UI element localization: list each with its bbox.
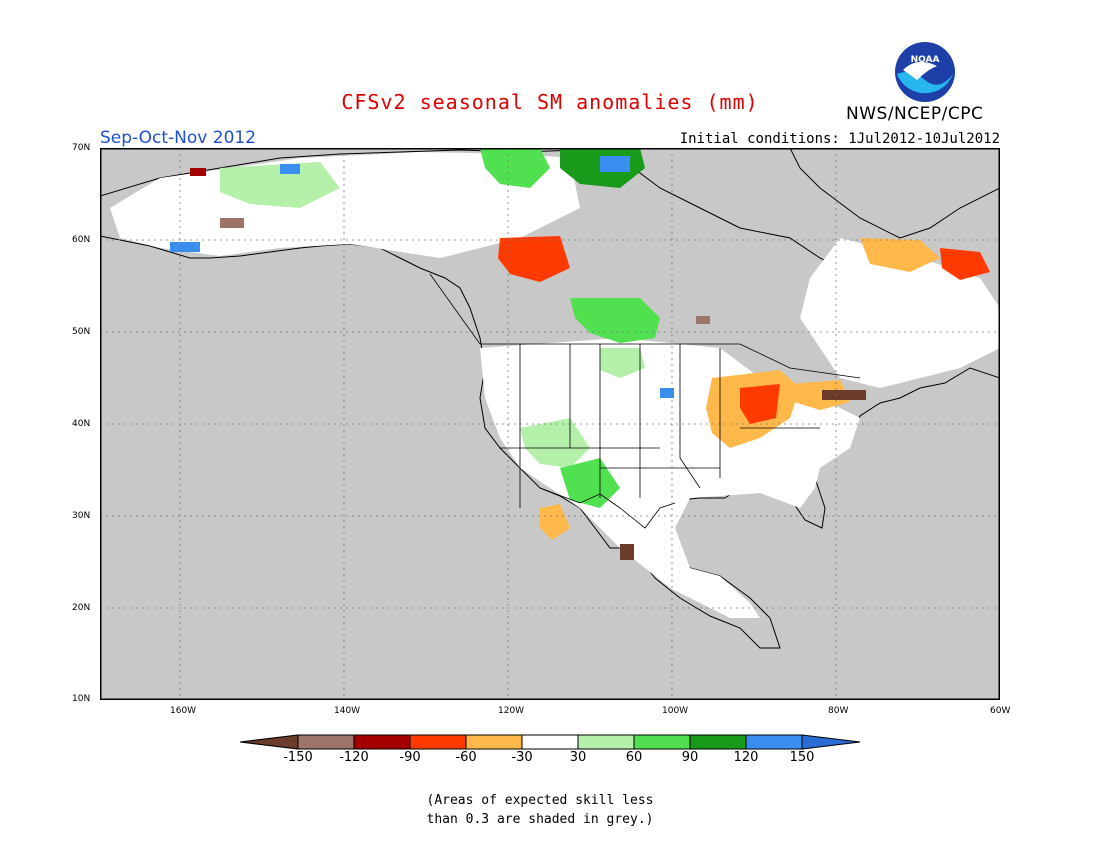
- lon-label-120w: 120W: [498, 706, 525, 716]
- color-scale-ticks: -150 -120 -90 -60 -30 30 60 90 120 150: [0, 750, 1100, 768]
- color-scale-cell: [689, 734, 747, 750]
- lat-label-70n: 70N: [72, 143, 91, 153]
- color-scale-tick-label: -90: [399, 750, 421, 765]
- color-scale-cell: [409, 734, 467, 750]
- map-title: CFSv2 seasonal SM anomalies (mm): [341, 90, 759, 114]
- agency-label: NWS/NCEP/CPC: [846, 104, 984, 124]
- color-scale-left-arrow: [240, 734, 299, 750]
- logo-text: NOAA: [911, 55, 940, 65]
- lat-label-30n: 30N: [72, 511, 91, 521]
- political-borders: [429, 273, 861, 529]
- color-scale-tick-label: -120: [339, 750, 369, 765]
- soil-moisture-anomaly-map: [100, 148, 1000, 700]
- color-scale-bar: [240, 734, 861, 750]
- color-scale-tick-label: 90: [681, 750, 699, 765]
- color-scale-cell: [745, 734, 803, 750]
- noaa-logo-icon: NOAA: [895, 42, 955, 102]
- color-scale-cell: [465, 734, 523, 750]
- color-scale-cell: [577, 734, 635, 750]
- color-scale-tick-label: 30: [569, 750, 587, 765]
- lon-label-100w: 100W: [662, 706, 689, 716]
- color-scale-right-arrow: [801, 734, 861, 750]
- lat-label-60n: 60N: [72, 235, 91, 245]
- lon-label-60w: 60W: [990, 706, 1011, 716]
- lat-label-10n: 10N: [72, 694, 91, 704]
- color-scale-tick-label: -60: [455, 750, 477, 765]
- color-scale-cell: [297, 734, 355, 750]
- lon-label-80w: 80W: [828, 706, 849, 716]
- color-scale-cell: [521, 734, 579, 750]
- lat-label-40n: 40N: [72, 419, 91, 429]
- color-scale-tick-label: 120: [733, 750, 759, 765]
- map-frame: [100, 148, 1000, 700]
- color-scale-tick-label: -150: [283, 750, 313, 765]
- color-scale-tick-label: 150: [789, 750, 815, 765]
- graticule: [100, 148, 1000, 700]
- color-scale-tick-label: -30: [511, 750, 533, 765]
- lon-label-160w: 160W: [170, 706, 197, 716]
- season-label: Sep-Oct-Nov 2012: [100, 128, 257, 148]
- anomaly-shading: [110, 148, 1000, 618]
- lon-label-140w: 140W: [334, 706, 361, 716]
- color-scale-cell: [353, 734, 411, 750]
- lat-label-50n: 50N: [72, 327, 91, 337]
- color-scale-cell: [633, 734, 691, 750]
- skill-note-line-2: than 0.3 are shaded in grey.): [426, 812, 654, 827]
- lat-label-20n: 20N: [72, 603, 91, 613]
- color-scale-tick-label: 60: [625, 750, 643, 765]
- initial-conditions-label: Initial conditions: 1Jul2012-10Jul2012: [679, 131, 1000, 147]
- skill-note-line-1: (Areas of expected skill less: [426, 793, 654, 808]
